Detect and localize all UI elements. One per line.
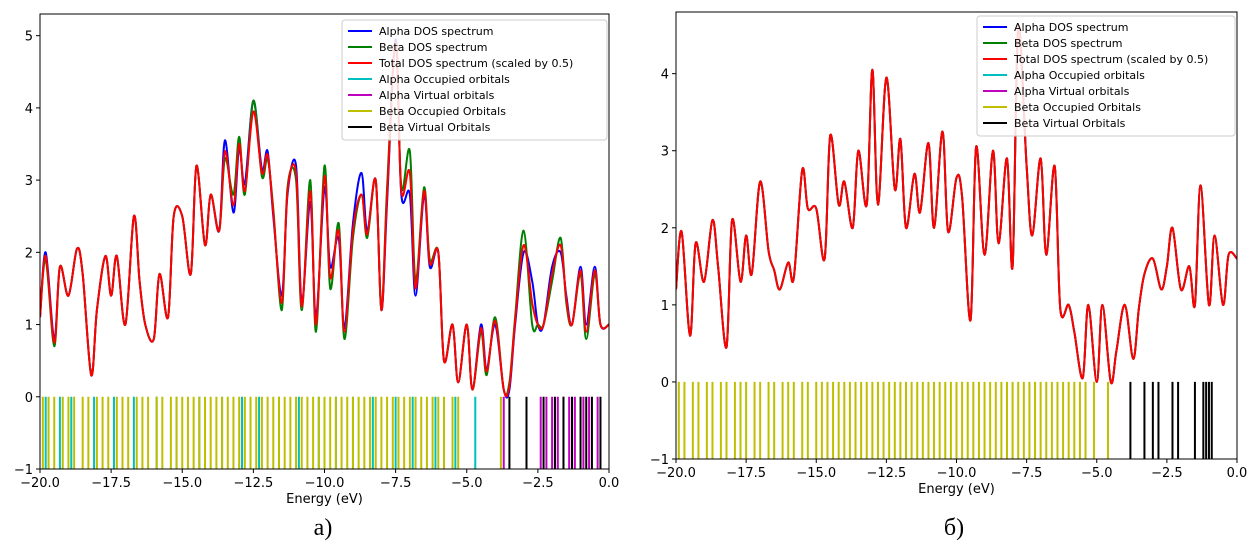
legend-label-0: Alpha DOS spectrum <box>1014 21 1128 34</box>
y-tick-label-6: 5 <box>25 30 33 45</box>
x-tick-label-6: −5.0 <box>1081 466 1113 481</box>
legend-label-1: Beta DOS spectrum <box>379 41 488 54</box>
x-tick-label-1: −17.5 <box>726 466 766 481</box>
x-tick-label-5: −7.5 <box>380 476 412 491</box>
y-tick-label-5: 4 <box>25 102 33 117</box>
x-tick-label-3: −12.5 <box>866 466 906 481</box>
x-tick-label-8: 0.0 <box>1227 466 1247 481</box>
x-tick-label-7: −2.5 <box>522 476 554 491</box>
legend: Alpha DOS spectrum Beta DOS spectrum Total… <box>976 15 1236 137</box>
x-tick-label-0: −20.0 <box>20 476 60 491</box>
y-tick-label-2: 1 <box>25 319 33 334</box>
legend-label-5: Beta Occupied Orbitals <box>1014 101 1141 114</box>
legend-label-6: Beta Virtual Orbitals <box>1014 117 1126 130</box>
y-tick-label-0: −1 <box>14 463 33 478</box>
legend-label-6: Beta Virtual Orbitals <box>379 121 491 134</box>
legend: Alpha DOS spectrum Beta DOS spectrum Total… <box>341 19 608 141</box>
y-tick-label-1: 0 <box>661 376 669 391</box>
y-tick-label-2: 1 <box>661 299 669 314</box>
legend-label-4: Alpha Virtual orbitals <box>379 89 495 102</box>
x-tick-label-3: −12.5 <box>233 476 273 491</box>
x-tick-label-5: −7.5 <box>1011 466 1043 481</box>
x-tick-label-2: −15.0 <box>162 476 202 491</box>
x-tick-label-0: −20.0 <box>656 466 696 481</box>
y-tick-label-4: 3 <box>661 145 669 160</box>
chart-panel-b: −20.0 −17.5 −15.0 −12.5 −10.0 −7.5 −5.0 −2.5 0.0… <box>650 11 1247 541</box>
panel-caption: б) <box>944 515 964 541</box>
x-tick-label-4: −10.0 <box>305 476 345 491</box>
legend-label-5: Beta Occupied Orbitals <box>379 105 506 118</box>
y-tick-label-3: 2 <box>25 246 33 261</box>
x-axis-label: Energy (eV) <box>918 482 995 497</box>
y-tick-label-1: 0 <box>25 391 33 406</box>
legend-box <box>976 15 1236 137</box>
legend-label-2: Total DOS spectrum (scaled by 0.5) <box>1013 53 1208 66</box>
dos-line-2 <box>676 24 1237 385</box>
y-tick-label-4: 3 <box>25 174 33 189</box>
y-tick-label-0: −1 <box>650 453 669 468</box>
legend-label-2: Total DOS spectrum (scaled by 0.5) <box>378 57 573 70</box>
x-tick-label-4: −10.0 <box>937 466 977 481</box>
x-tick-label-7: −2.5 <box>1151 466 1183 481</box>
legend-label-3: Alpha Occupied orbitals <box>1014 69 1145 82</box>
chart-panel-a: −20.0 −17.5 −15.0 −12.5 −10.0 −7.5 −5.0 −2.5 0.0… <box>14 13 620 541</box>
x-tick-label-2: −15.0 <box>796 466 836 481</box>
plot-area <box>676 24 1237 459</box>
plot-area <box>40 38 609 469</box>
x-tick-label-6: −5.0 <box>451 476 483 491</box>
legend-label-4: Alpha Virtual orbitals <box>1014 85 1130 98</box>
legend-box <box>341 19 608 141</box>
y-tick-label-5: 4 <box>661 68 669 83</box>
legend-label-1: Beta DOS spectrum <box>1014 37 1123 50</box>
x-axis-label: Energy (eV) <box>286 492 363 507</box>
x-tick-label-8: 0.0 <box>599 476 620 491</box>
legend-label-0: Alpha DOS spectrum <box>379 25 493 38</box>
legend-label-3: Alpha Occupied orbitals <box>379 73 510 86</box>
dos-line-2 <box>40 41 609 398</box>
y-tick-label-3: 2 <box>661 222 669 237</box>
x-tick-label-1: −17.5 <box>91 476 131 491</box>
panel-caption: a) <box>314 515 333 541</box>
